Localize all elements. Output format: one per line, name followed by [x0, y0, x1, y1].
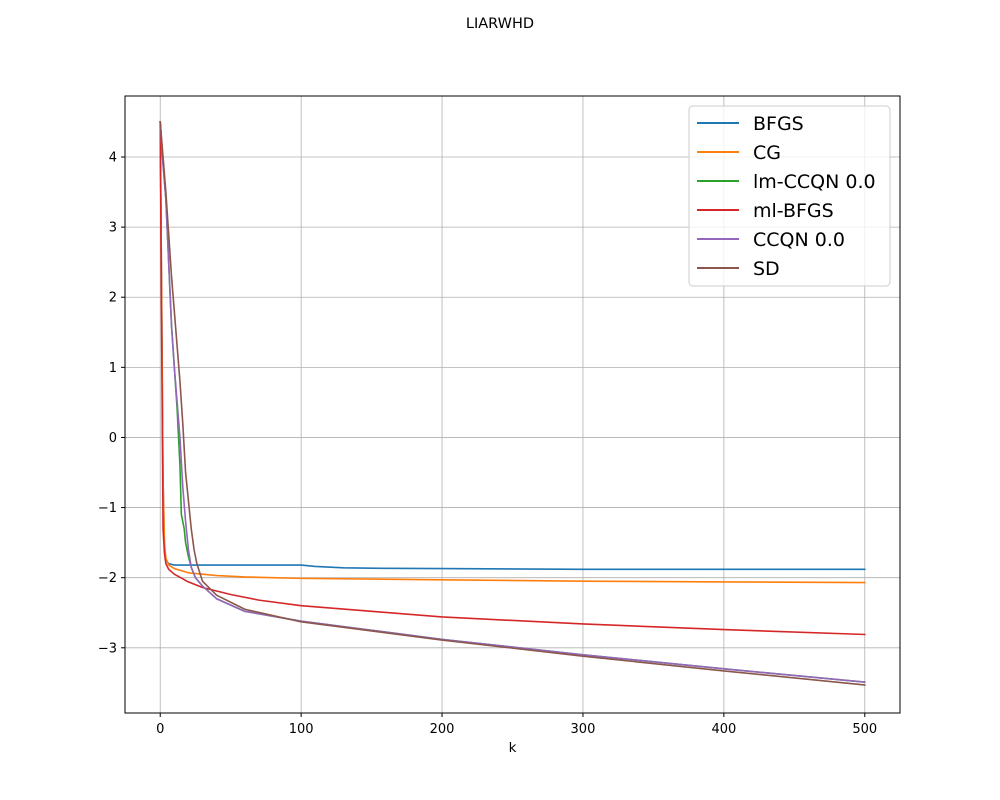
- y-tick-label: 3: [109, 221, 117, 236]
- y-tick-label: −3: [98, 641, 117, 656]
- legend-box: [688, 105, 891, 287]
- y-tick-label: −1: [98, 501, 117, 516]
- y-axis-ticks: −3 −2 −1 0 1 2 3 4: [98, 150, 125, 656]
- x-tick-label: 500: [852, 722, 877, 737]
- legend-label: CG: [753, 142, 781, 164]
- y-tick-label: 1: [109, 361, 117, 376]
- series-line-5: [159, 121, 866, 686]
- y-tick-label: 2: [109, 291, 117, 306]
- x-tick-label: 400: [711, 722, 736, 737]
- legend-label: CCQN 0.0: [753, 229, 845, 251]
- y-tick-label: 4: [109, 150, 117, 165]
- legend: BFGS CG lm-CCQN 0.0 ml-BFGS CCQN 0.0 SD: [688, 105, 891, 287]
- legend-label: BFGS: [753, 113, 804, 135]
- plot-frame: [124, 95, 901, 714]
- x-tick-label: 300: [571, 722, 596, 737]
- x-axis-ticks: 0 100 200 300 400 500: [156, 713, 877, 737]
- series-lines: [159, 121, 866, 686]
- x-tick-label: 200: [430, 722, 455, 737]
- series-line-3: [159, 121, 866, 636]
- y-tick-label: −2: [98, 571, 117, 586]
- x-axis-label: k: [509, 740, 517, 756]
- legend-label: ml-BFGS: [753, 200, 834, 222]
- y-tick-label: 0: [109, 431, 117, 446]
- x-tick-label: 100: [289, 722, 314, 737]
- series-line-1: [159, 121, 866, 584]
- legend-label: SD: [753, 258, 780, 280]
- legend-label: lm-CCQN 0.0: [753, 171, 876, 193]
- x-tick-label: 0: [156, 722, 164, 737]
- chart-title: LIARWHD: [466, 16, 534, 32]
